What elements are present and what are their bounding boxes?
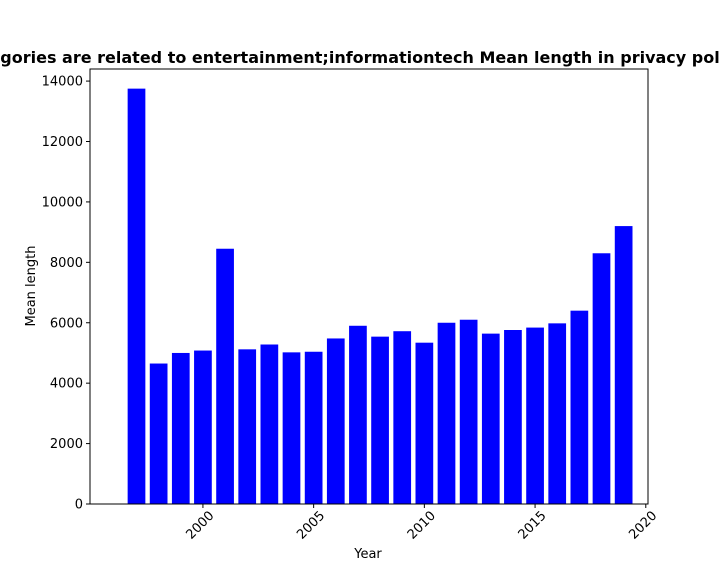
x-tick-label-2005: 2005 [294, 509, 328, 543]
bar-2015 [526, 327, 544, 504]
y-axis-label: Mean length [24, 246, 39, 327]
bars [127, 88, 633, 505]
bar-1999 [171, 352, 190, 504]
x-tick-label-2010: 2010 [405, 509, 439, 543]
x-axis-label: Year [353, 547, 382, 562]
bar-2012 [459, 319, 478, 504]
bar-2007 [349, 325, 367, 504]
bar-2005 [304, 351, 323, 504]
y-tick-label-0: 0 [75, 498, 83, 513]
x-tick-label-2000: 2000 [183, 509, 217, 543]
bar-1997 [127, 88, 146, 505]
bar-2006 [326, 338, 345, 504]
bar-2014 [504, 330, 522, 504]
bar-2009 [393, 331, 412, 504]
y-tick-label-8000: 8000 [50, 256, 83, 271]
bar-2004 [282, 352, 301, 504]
chart-title: gories are related to entertainment;info… [0, 48, 719, 67]
bar-2011 [437, 322, 456, 504]
y-tick-label-4000: 4000 [50, 377, 83, 392]
bar-2001 [216, 248, 234, 504]
bar-2003 [260, 344, 279, 504]
plot-frame [89, 68, 649, 505]
bar-2010 [415, 342, 434, 504]
y-axis: 0 2000 4000 6000 8000 10000 12000 14000 [42, 75, 90, 513]
y-tick-label-2000: 2000 [50, 437, 83, 452]
bar-2016 [548, 323, 567, 504]
bar-2013 [481, 333, 500, 504]
bar-2018 [592, 253, 611, 504]
y-tick-label-12000: 12000 [42, 135, 83, 150]
x-axis: 2000 2005 2010 2015 2020 [183, 504, 660, 543]
x-tick-label-2020: 2020 [626, 509, 660, 543]
bar-2019 [614, 226, 633, 505]
bar-2002 [238, 349, 257, 504]
y-tick-label-14000: 14000 [42, 75, 83, 90]
bar-2008 [371, 336, 389, 504]
x-tick-label-2015: 2015 [516, 509, 550, 543]
y-tick-label-6000: 6000 [50, 316, 83, 331]
bar-2017 [570, 310, 589, 504]
y-tick-label-10000: 10000 [42, 195, 83, 210]
bar-2000 [194, 350, 212, 504]
bar-1998 [149, 363, 168, 504]
